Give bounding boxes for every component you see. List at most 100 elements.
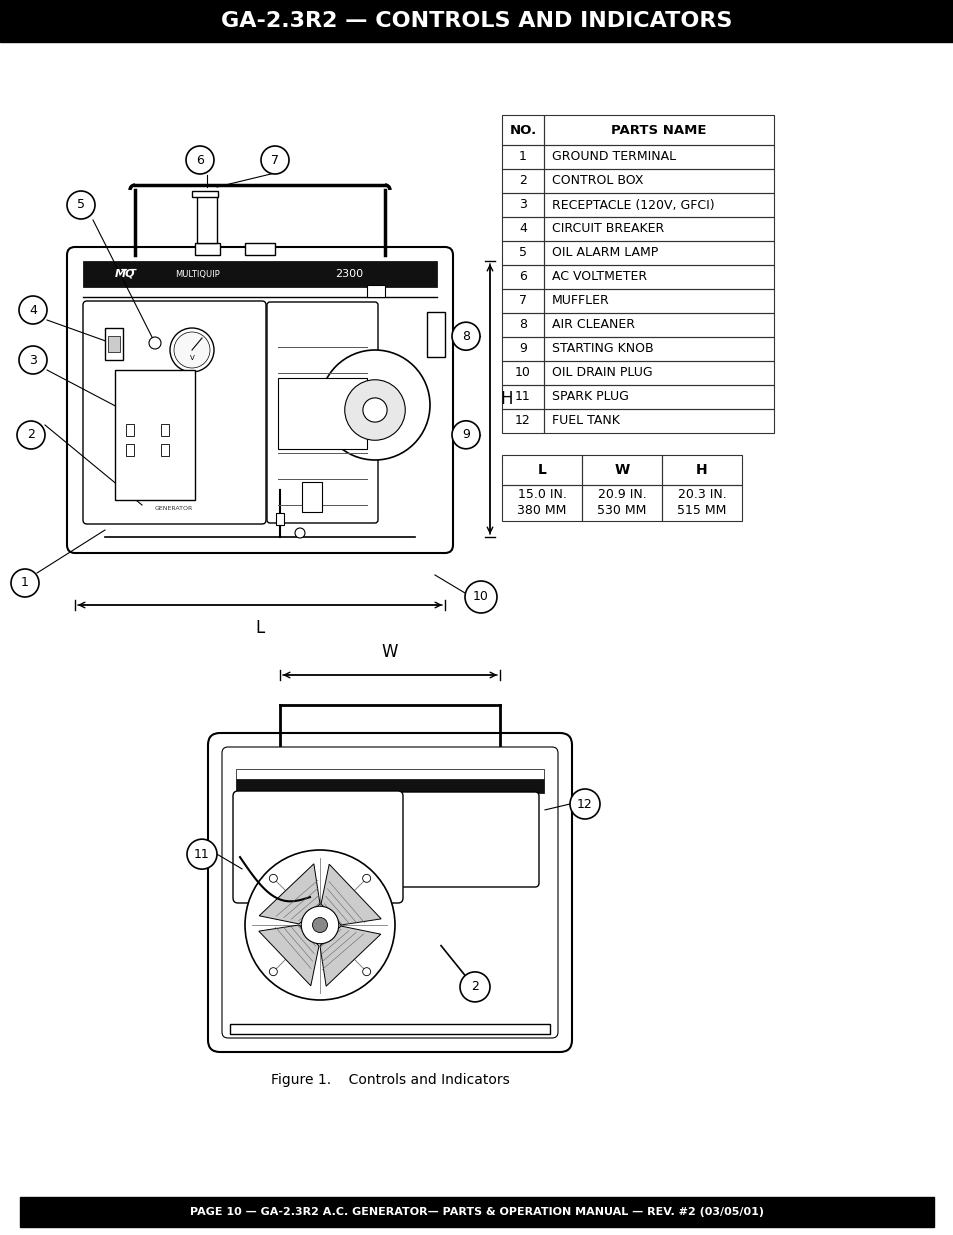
Bar xyxy=(543,169,773,193)
Text: 515 MM: 515 MM xyxy=(677,505,726,517)
Bar xyxy=(427,311,444,357)
Text: W: W xyxy=(614,463,629,477)
Bar xyxy=(581,454,661,485)
Text: FUEL TANK: FUEL TANK xyxy=(552,415,619,427)
Bar xyxy=(0,0,953,42)
Bar xyxy=(277,378,367,450)
FancyBboxPatch shape xyxy=(391,792,538,887)
Bar xyxy=(501,312,543,337)
Text: 5: 5 xyxy=(518,247,526,259)
Text: H: H xyxy=(696,463,707,477)
Bar xyxy=(126,445,133,456)
FancyBboxPatch shape xyxy=(222,747,558,1037)
Text: 12: 12 xyxy=(515,415,530,427)
Text: 4: 4 xyxy=(29,304,37,316)
Bar xyxy=(501,385,543,409)
Circle shape xyxy=(452,322,479,351)
Bar xyxy=(661,485,741,521)
FancyBboxPatch shape xyxy=(67,247,453,553)
Bar xyxy=(192,191,218,198)
Text: 7: 7 xyxy=(271,153,278,167)
Text: V: V xyxy=(190,354,194,361)
Bar xyxy=(543,385,773,409)
Bar xyxy=(501,144,543,169)
Text: 2: 2 xyxy=(471,981,478,993)
Text: 10: 10 xyxy=(515,367,531,379)
Text: CONTROL BOX: CONTROL BOX xyxy=(552,174,643,188)
Circle shape xyxy=(294,529,305,538)
Text: L: L xyxy=(255,619,264,637)
FancyBboxPatch shape xyxy=(267,303,377,522)
Circle shape xyxy=(261,146,289,174)
Bar xyxy=(83,261,436,287)
Bar xyxy=(235,769,543,779)
Text: 1: 1 xyxy=(21,577,29,589)
Bar xyxy=(501,337,543,361)
Circle shape xyxy=(19,346,47,374)
Text: 3: 3 xyxy=(518,199,526,211)
Text: GA-2.3R2 — CONTROLS AND INDICATORS: GA-2.3R2 — CONTROLS AND INDICATORS xyxy=(221,11,732,31)
Text: 6: 6 xyxy=(196,153,204,167)
Circle shape xyxy=(187,839,216,869)
Bar xyxy=(501,169,543,193)
Bar xyxy=(661,454,741,485)
Bar xyxy=(20,1197,933,1228)
FancyBboxPatch shape xyxy=(208,734,572,1052)
Bar xyxy=(543,144,773,169)
Text: RECEPTACLE (120V, GFCI): RECEPTACLE (120V, GFCI) xyxy=(552,199,714,211)
Circle shape xyxy=(362,398,387,422)
Text: 8: 8 xyxy=(518,319,526,331)
Bar xyxy=(501,193,543,217)
Bar xyxy=(543,289,773,312)
Text: L: L xyxy=(537,463,546,477)
Bar xyxy=(501,485,581,521)
Circle shape xyxy=(19,296,47,324)
Bar xyxy=(501,241,543,266)
Bar xyxy=(245,243,274,254)
Text: H: H xyxy=(499,390,512,408)
Bar xyxy=(543,361,773,385)
Bar xyxy=(126,424,133,436)
Circle shape xyxy=(269,874,277,882)
Bar xyxy=(501,217,543,241)
FancyBboxPatch shape xyxy=(83,301,266,524)
Text: CIRCUIT BREAKER: CIRCUIT BREAKER xyxy=(552,222,663,236)
Polygon shape xyxy=(321,864,381,925)
Circle shape xyxy=(186,146,213,174)
Bar xyxy=(501,361,543,385)
Bar xyxy=(543,337,773,361)
Circle shape xyxy=(459,972,490,1002)
Circle shape xyxy=(149,337,161,350)
Text: 12: 12 xyxy=(577,798,592,810)
Circle shape xyxy=(569,789,599,819)
Bar xyxy=(501,289,543,312)
Polygon shape xyxy=(319,926,380,987)
Bar xyxy=(161,445,169,456)
Text: 20.9 IN.: 20.9 IN. xyxy=(597,489,646,501)
Bar xyxy=(196,193,216,243)
Bar xyxy=(302,482,322,513)
Text: Figure 1.    Controls and Indicators: Figure 1. Controls and Indicators xyxy=(271,1073,509,1087)
Text: 2: 2 xyxy=(27,429,35,441)
Text: GROUND TERMINAL: GROUND TERMINAL xyxy=(552,151,676,163)
Bar xyxy=(275,513,284,525)
Bar xyxy=(543,115,773,144)
Bar xyxy=(501,266,543,289)
Text: M̅Q̅: M̅Q̅ xyxy=(114,269,135,279)
Text: PARTS NAME: PARTS NAME xyxy=(611,124,706,137)
Text: NO.: NO. xyxy=(509,124,536,137)
Text: OIL ALARM LAMP: OIL ALARM LAMP xyxy=(552,247,658,259)
Text: 9: 9 xyxy=(518,342,526,356)
Bar xyxy=(235,779,543,793)
Text: GENERATOR: GENERATOR xyxy=(154,505,193,510)
Bar xyxy=(105,329,123,359)
Circle shape xyxy=(17,421,45,450)
Circle shape xyxy=(301,906,338,944)
Text: AIR CLEANER: AIR CLEANER xyxy=(552,319,635,331)
Text: 11: 11 xyxy=(515,390,530,404)
Bar xyxy=(501,454,581,485)
Text: 6: 6 xyxy=(518,270,526,284)
Polygon shape xyxy=(259,863,319,924)
Bar xyxy=(501,409,543,433)
Text: W: W xyxy=(381,643,397,661)
